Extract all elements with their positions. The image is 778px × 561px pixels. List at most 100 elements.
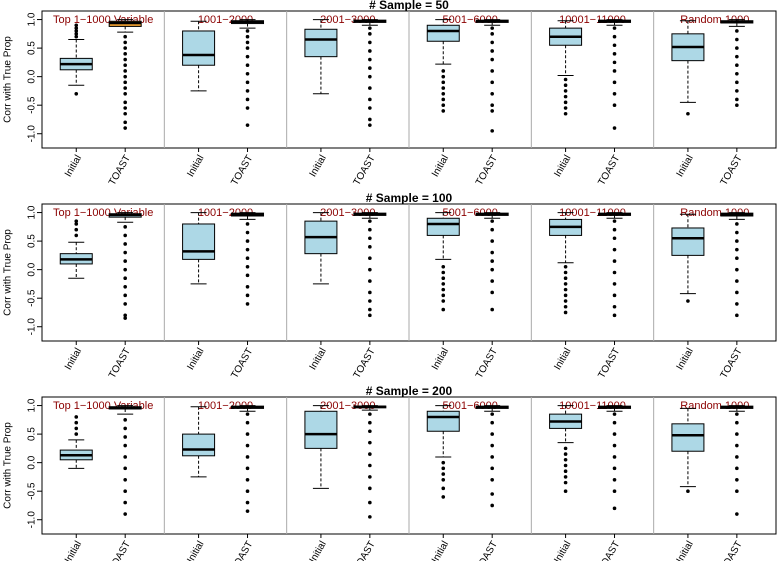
outlier	[441, 299, 446, 303]
outlier	[612, 26, 617, 30]
outlier	[735, 222, 739, 226]
outlier	[735, 302, 739, 306]
outlier	[563, 100, 568, 105]
outlier	[563, 293, 568, 298]
outlier	[245, 273, 250, 278]
outlier	[563, 287, 568, 292]
outlier	[123, 106, 127, 110]
outlier	[612, 60, 617, 65]
outlier	[245, 412, 250, 416]
y-tick-label: -0.5	[27, 289, 38, 307]
outlier	[368, 227, 372, 232]
x-tick-label: TOAST	[107, 346, 133, 380]
outlier	[735, 313, 739, 318]
x-tick-label: TOAST	[719, 346, 745, 380]
outlier	[245, 29, 250, 33]
outlier	[490, 129, 494, 133]
x-tick-label: TOAST	[229, 346, 255, 380]
outlier	[123, 34, 127, 39]
outlier	[612, 91, 617, 96]
outlier	[563, 83, 568, 88]
outlier	[441, 466, 446, 471]
outlier	[74, 26, 79, 30]
outlier	[245, 466, 250, 471]
outlier	[490, 492, 494, 496]
outlier	[368, 26, 372, 30]
outlier	[123, 80, 127, 85]
outlier	[612, 247, 617, 252]
outlier	[245, 489, 250, 493]
outlier	[368, 290, 372, 295]
outlier	[563, 111, 568, 116]
x-tick-label: Initial	[308, 539, 329, 561]
outlier	[563, 77, 568, 82]
outlier	[368, 515, 372, 519]
outlier	[123, 74, 127, 79]
outlier	[490, 259, 494, 263]
outlier	[441, 103, 446, 107]
outlier	[490, 239, 494, 243]
outlier	[123, 500, 127, 505]
outlier	[123, 126, 127, 130]
outlier	[368, 452, 372, 456]
outlier	[563, 489, 568, 493]
outlier	[368, 299, 372, 303]
outlier	[441, 69, 446, 73]
outlier	[368, 40, 372, 45]
outlier	[123, 267, 127, 272]
y-tick-label: 1.0	[27, 398, 38, 412]
y-tick-label: -1.0	[27, 318, 38, 336]
outlier	[368, 267, 372, 272]
outlier	[74, 29, 79, 33]
outlier	[612, 126, 617, 130]
outlier	[74, 415, 79, 419]
y-tick-label: 0.0	[27, 455, 38, 469]
outlier	[735, 29, 739, 33]
outlier	[735, 279, 739, 283]
outlier	[123, 512, 127, 516]
outlier	[612, 412, 617, 416]
x-tick-label: Initial	[185, 153, 206, 179]
outlier	[245, 455, 250, 459]
outlier	[441, 80, 446, 85]
outlier	[612, 506, 617, 511]
outlier	[441, 287, 446, 292]
outlier	[441, 477, 446, 482]
outlier	[245, 222, 250, 226]
box	[182, 223, 216, 260]
outlier	[490, 420, 494, 425]
outlier	[441, 486, 446, 491]
y-axis-label: Corr with True Prop	[3, 36, 14, 123]
outlier	[563, 276, 568, 281]
outlier	[368, 236, 372, 241]
outlier	[123, 302, 127, 306]
outlier	[735, 412, 739, 416]
outlier	[441, 282, 446, 286]
outlier	[368, 313, 372, 318]
outlier	[612, 313, 617, 318]
outlier	[123, 63, 127, 68]
outlier	[612, 69, 617, 73]
outlier	[563, 475, 568, 479]
outlier	[490, 40, 494, 45]
outlier	[368, 420, 372, 425]
outlier	[245, 123, 250, 127]
outlier	[245, 106, 250, 110]
outlier	[735, 443, 739, 448]
outlier	[612, 227, 617, 232]
outlier	[245, 80, 250, 85]
outlier	[368, 32, 372, 36]
outlier	[245, 97, 250, 102]
outlier	[441, 472, 446, 476]
outlier	[612, 270, 617, 275]
x-tick-label: Initial	[552, 346, 573, 372]
box	[426, 410, 460, 432]
y-tick-label: -1.0	[27, 125, 38, 143]
y-tick-label: 0.0	[27, 69, 38, 83]
y-tick-label: -1.0	[27, 511, 38, 529]
outlier	[74, 91, 79, 96]
x-tick-label: TOAST	[352, 153, 378, 187]
outlier	[368, 429, 372, 434]
outlier	[735, 63, 739, 68]
outlier	[612, 420, 617, 425]
